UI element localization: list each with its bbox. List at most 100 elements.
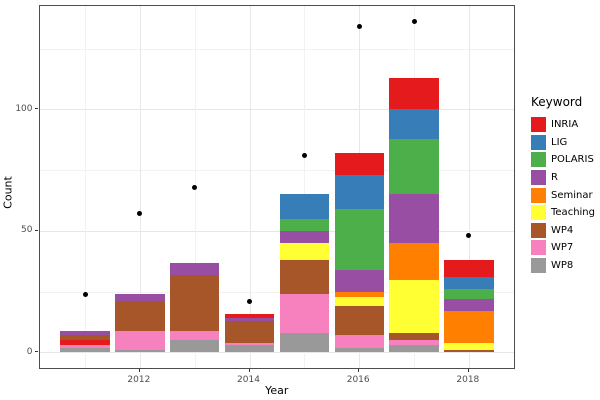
data-point [411, 19, 417, 25]
legend-label: Teaching [551, 207, 595, 219]
bar-segment-wp7 [389, 340, 439, 346]
bar-segment-wp7 [224, 342, 275, 346]
bar-segment-wp7 [279, 294, 329, 334]
y-tick-mark [35, 108, 38, 110]
y-tick-mark [35, 351, 38, 353]
legend-entry-wp4: WP4 [531, 222, 595, 240]
grid-major-h [39, 352, 514, 354]
bar-segment-wp8 [60, 347, 110, 353]
bar-segment-seminar [444, 311, 494, 343]
bar-segment-r [279, 230, 329, 244]
bar-segment-polaris [389, 138, 439, 195]
bar-segment-wp7 [170, 330, 220, 341]
legend-swatch-teaching-icon [531, 205, 546, 221]
y-tick-label: 50 [21, 225, 33, 236]
x-tick-mark [138, 368, 140, 372]
data-point [466, 233, 472, 239]
bar-segment-polaris [444, 289, 494, 299]
data-point [301, 153, 307, 159]
bar-segment-wp8 [170, 340, 220, 353]
legend-swatch-wp7-icon [531, 240, 546, 256]
bar-segment-lig [279, 194, 329, 219]
data-point [192, 184, 198, 190]
bar-segment-teaching [444, 342, 494, 351]
bar-segment-wp4 [170, 274, 220, 331]
legend-label: WP8 [551, 260, 574, 272]
bar-segment-lig [389, 109, 439, 139]
bar-segment-r [389, 194, 439, 244]
bar-segment-r [334, 269, 384, 292]
y-tick-label: 100 [15, 103, 33, 114]
legend-entry-lig: LIG [531, 134, 595, 152]
bar-segment-inria [389, 77, 439, 110]
x-axis-title: Year [265, 384, 289, 397]
bar-segment-lig [334, 174, 384, 210]
bar-segment-r [444, 298, 494, 312]
bar-segment-inria [224, 313, 275, 319]
grid-minor-h [39, 48, 514, 50]
bar-segment-wp4 [60, 335, 110, 341]
bar-segment-wp4 [334, 306, 384, 336]
legend-swatch-lig-icon [531, 134, 546, 150]
plot-panel [38, 5, 515, 369]
bar-segment-wp8 [334, 347, 384, 353]
legend-label: INRIA [551, 119, 579, 131]
legend-label: R [551, 172, 558, 184]
data-point [82, 291, 88, 297]
y-tick-mark [35, 229, 38, 231]
legend-entry-wp7: WP7 [531, 239, 595, 257]
legend-label: POLARIS [551, 154, 594, 166]
bar-segment-wp8 [279, 333, 329, 353]
legend-swatch-seminar-icon [531, 187, 546, 203]
bar-segment-wp8 [224, 345, 275, 353]
x-tick-label: 2014 [237, 374, 260, 385]
legend-swatch-polaris-icon [531, 152, 546, 168]
grid-minor-v [85, 6, 86, 368]
grid-minor-h [39, 291, 514, 293]
data-point [137, 211, 143, 217]
x-tick-mark [248, 368, 250, 372]
bar-segment-polaris [334, 209, 384, 270]
bar-segment-wp8 [389, 345, 439, 353]
bar-segment-polaris [279, 218, 329, 231]
bar-segment-wp4 [389, 333, 439, 341]
grid-minor-h [39, 170, 514, 172]
bar-segment-r [224, 318, 275, 321]
grid-major-h [39, 109, 514, 111]
legend-swatch-inria-icon [531, 117, 546, 133]
bar-segment-inria [334, 153, 384, 175]
grid-major-h [39, 230, 514, 232]
bar-segment-teaching [279, 243, 329, 261]
legend-entry-wp8: WP8 [531, 257, 595, 275]
legend-label: WP4 [551, 224, 574, 236]
x-tick-mark [358, 368, 360, 372]
bar-segment-teaching [389, 279, 439, 334]
legend-title: Keyword [531, 95, 583, 109]
y-axis-title: Count [1, 176, 15, 209]
bar-segment-wp8 [115, 350, 165, 353]
legend-swatch-wp8-icon [531, 258, 546, 274]
legend-label: Seminar [551, 189, 593, 201]
bar-segment-wp4 [115, 301, 165, 331]
legend-entry-r: R [531, 169, 595, 187]
y-tick-label: 0 [26, 346, 33, 357]
bar-segment-r [60, 330, 110, 336]
x-tick-label: 2016 [346, 374, 370, 385]
bar-segment-wp7 [334, 335, 384, 348]
bar-segment-wp4 [444, 350, 494, 353]
data-point [356, 24, 362, 30]
bar-segment-wp4 [224, 320, 275, 343]
bar-segment-wp7 [60, 345, 110, 348]
x-tick-mark [467, 368, 469, 372]
bar-segment-wp4 [279, 260, 329, 295]
bar-segment-inria [60, 340, 110, 346]
bar-segment-wp7 [115, 330, 165, 351]
data-point [247, 298, 252, 304]
legend-label: WP7 [551, 242, 574, 254]
legend-entry-inria: INRIA [531, 116, 595, 134]
legend-entry-polaris: POLARIS [531, 151, 595, 169]
legend-label: LIG [551, 136, 568, 148]
x-tick-label: 2018 [456, 374, 480, 385]
legend-entry-teaching: Teaching [531, 204, 595, 222]
